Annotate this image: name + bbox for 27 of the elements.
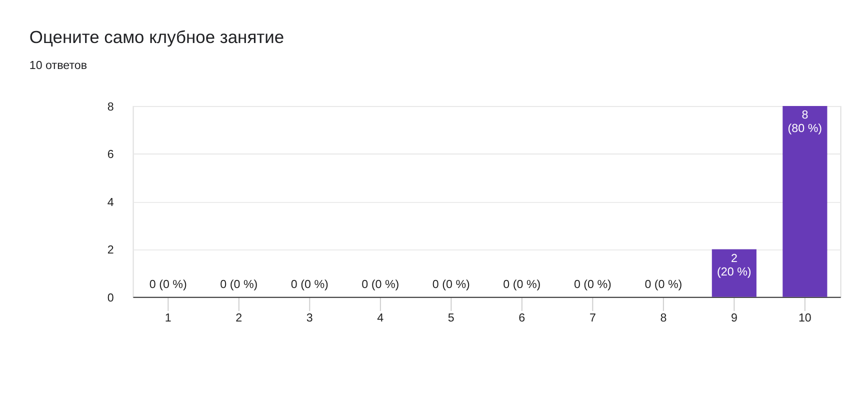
data-label: 0 (0 %) <box>574 278 612 292</box>
x-tick-label: 10 <box>798 312 812 325</box>
x-tick-label: 3 <box>306 312 313 325</box>
data-label: 2 (20 %) <box>717 252 752 278</box>
x-tick-label: 2 <box>236 312 242 325</box>
x-tick-label: 5 <box>448 312 454 325</box>
x-tick-label: 9 <box>730 312 738 325</box>
x-tick-label: 4 <box>377 312 384 325</box>
y-tick-label: 6 <box>107 148 114 162</box>
data-label: 0 (0 %) <box>290 278 329 292</box>
chart-title: Оцените само клубное занятие <box>29 27 284 47</box>
y-tick-label: 2 <box>107 244 114 257</box>
data-label: 0 (0 %) <box>432 278 470 292</box>
x-tick-label: 6 <box>518 312 526 325</box>
data-label: 0 (0 %) <box>149 278 188 292</box>
data-label: 0 (0 %) <box>644 278 682 292</box>
x-tick-label: 7 <box>589 312 596 325</box>
x-tick-label: 1 <box>164 312 172 325</box>
y-tick-label: 0 <box>107 291 114 304</box>
chart-subtitle: 10 ответов <box>29 59 88 72</box>
y-tick-label: 4 <box>107 196 114 209</box>
x-tick-label: 8 <box>660 312 667 325</box>
y-tick-label: 8 <box>107 100 114 114</box>
data-label: 0 (0 %) <box>362 278 400 292</box>
data-label: 0 (0 %) <box>220 278 258 292</box>
data-label: 0 (0 %) <box>503 278 541 292</box>
data-label: 8 (80 %) <box>788 108 822 136</box>
